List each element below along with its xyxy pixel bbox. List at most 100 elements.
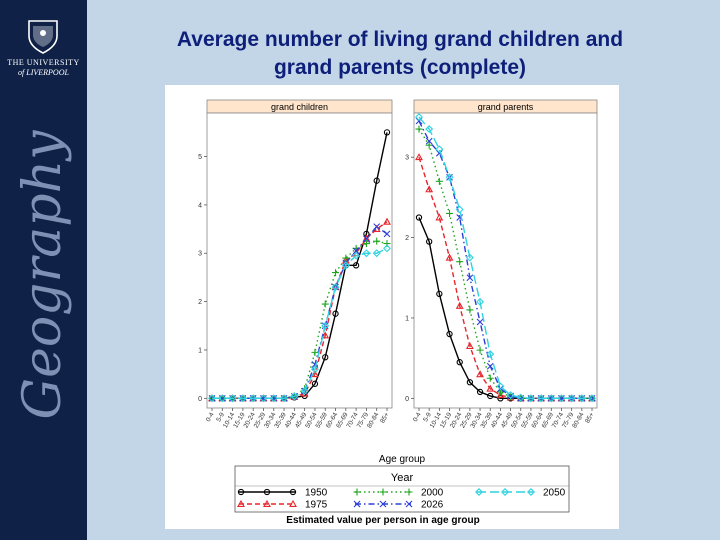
data-point [321,321,330,330]
data-point [567,394,576,403]
x-tick-label: 0-4 [205,411,216,423]
x-tick-label: 85+ [584,411,596,424]
panel-grand-children: grand children 0 1 2 3 4 5 [198,99,393,409]
data-point [446,330,453,338]
legend-entry-1975: 1975 [237,499,328,511]
data-point [373,237,381,245]
legend-marker [237,499,245,507]
data-point [280,394,289,403]
data-point [466,306,474,314]
panel-title: grand parents [478,102,534,112]
data-point [445,253,454,261]
data-point [362,249,371,258]
data-point [486,362,494,370]
legend-marker [353,488,361,496]
panel-frame [206,112,393,409]
data-point [300,387,309,396]
data-point [516,393,525,402]
legend-entry-1950: 1950 [237,488,328,499]
data-point [476,370,484,378]
data-point [383,217,391,225]
data-point [362,240,370,248]
data-point [558,394,565,402]
legend-marker [289,499,297,507]
data-point [332,310,339,317]
data-point [456,258,464,266]
vertical-department-word: Geography [13,130,73,420]
legend-marker [379,488,387,496]
legend-entry-2050: 2050 [475,488,566,499]
data-point [311,380,319,387]
legend-label: 2000 [421,488,444,499]
data-point [476,346,484,354]
sidebar: THE UNIVERSITY of LIVERPOOL Geography [0,0,87,540]
data-point [311,370,319,378]
university-crest-icon [28,20,58,54]
data-point [373,223,381,231]
data-point [310,365,319,374]
y-tick-label: 0 [198,396,202,403]
data-point [446,209,454,217]
data-point [476,388,484,396]
data-point [352,251,361,260]
y-tick-label: 4 [198,202,202,209]
legend-marker [263,499,271,507]
legend-marker [405,488,413,496]
data-point [547,394,556,403]
data-point [352,247,360,255]
data-point [372,249,381,258]
legend-marker [379,500,387,508]
data-point [415,113,423,121]
data-point [290,392,299,401]
data-point [259,394,268,403]
university-name-line2: of LIVERPOOL [18,68,69,77]
data-point [260,394,267,402]
data-point [456,359,463,366]
data-point [208,394,216,403]
data-point [476,318,484,326]
x-tick-label: 5-9 [215,411,226,423]
data-point [373,177,380,184]
legend-marker [353,500,361,508]
chart-figure: grand children 0 1 2 3 4 5 grand parents 0 1 2 3 0-… [165,85,619,529]
data-point [497,385,504,393]
data-point [466,274,474,282]
data-point [363,235,370,243]
data-point [445,173,454,182]
legend-marker [405,500,413,508]
data-point [341,261,350,270]
legend-label: 2026 [421,500,444,511]
data-point [425,141,433,149]
y-tick-label: 0 [405,396,409,403]
data-point [465,253,474,262]
legend-marker [501,488,509,496]
legend-label: 1975 [305,500,328,511]
data-point [415,153,423,161]
x-tick-label: 85+ [379,411,391,424]
slide-title: Average number of living grand children … [100,26,700,82]
data-point [465,341,474,350]
legend-entry-2000: 2000 [353,488,444,499]
x-tick-label: 0-4 [412,411,423,423]
data-point [455,301,464,309]
series-line [212,247,388,400]
data-point [435,145,444,154]
data-point [425,185,434,193]
data-point [455,205,464,214]
data-point [383,244,391,253]
data-point [496,382,505,391]
data-point [537,394,546,403]
data-point [269,394,278,403]
data-point [383,129,391,136]
data-point [425,137,433,145]
data-point [497,395,504,402]
data-point [436,290,443,298]
data-point [486,384,495,392]
chart-svg: grand children 0 1 2 3 4 5 grand parents 0 1 2 3 0-… [198,99,598,526]
y-tick-label: 2 [198,299,202,306]
data-point [557,394,566,403]
data-point [383,230,391,238]
data-point [415,125,423,133]
y-tick-label: 3 [405,155,409,162]
data-point [342,254,350,262]
